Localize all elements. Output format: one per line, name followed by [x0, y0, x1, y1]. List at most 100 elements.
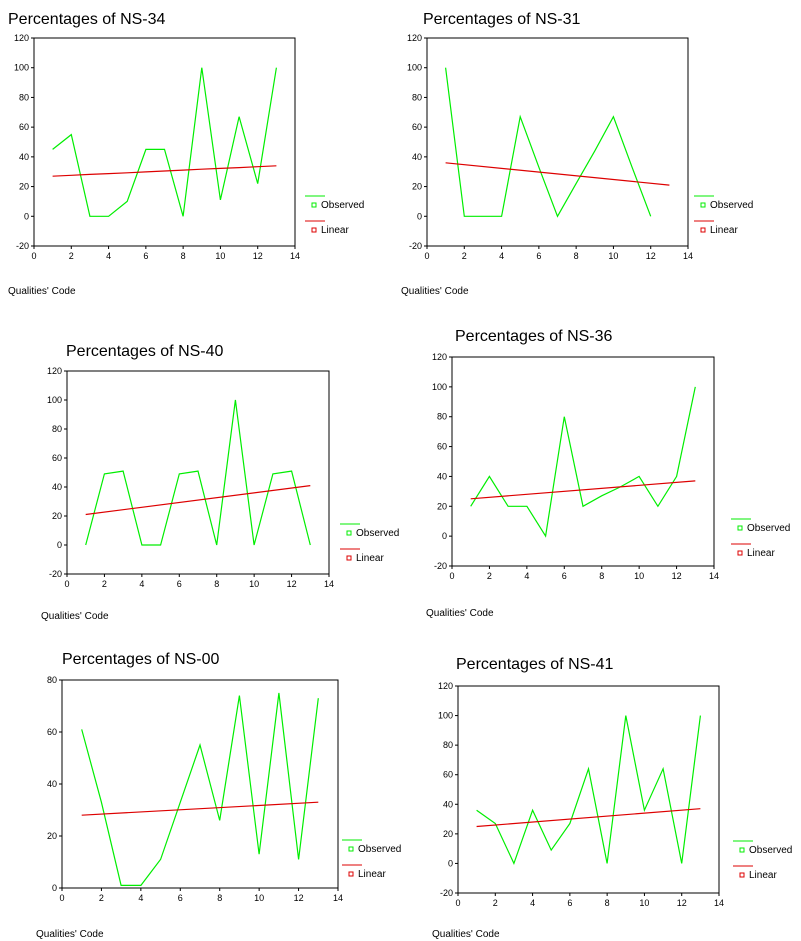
- chart-5: Percentages of NS-00 0 20 40 60 80 0 2 4 6 8 10 12 14…: [36, 651, 401, 940]
- y-tick-label: -20: [49, 569, 62, 579]
- legend-observed-label: Observed: [356, 528, 399, 539]
- y-tick-label: 80: [52, 424, 62, 434]
- y-tick-label: 40: [412, 152, 422, 162]
- x-tick-label: 0: [31, 251, 36, 261]
- observed-line: [476, 715, 701, 865]
- legend-linear-marker: [348, 871, 354, 877]
- x-tick-label: 0: [64, 579, 69, 589]
- legend: Observed Linear: [733, 840, 792, 881]
- legend-linear-label: Linear: [321, 225, 349, 236]
- legend: Observed Linear: [305, 195, 364, 236]
- x-tick-label: 4: [139, 579, 144, 589]
- x-tick-label: 6: [143, 251, 148, 261]
- plot-frame: [61, 679, 339, 889]
- y-tick-label: 100: [14, 63, 29, 73]
- x-tick-label: 12: [677, 898, 687, 908]
- y-tick-label: 100: [47, 395, 62, 405]
- legend-linear-marker: [739, 872, 745, 878]
- observed-line: [81, 692, 319, 887]
- legend: Observed Linear: [694, 195, 753, 236]
- legend-observed-marker: [737, 525, 743, 531]
- x-tick-label: 14: [324, 579, 334, 589]
- legend-observed-label: Observed: [358, 844, 401, 855]
- y-tick-label: 80: [19, 92, 29, 102]
- y-tick-label: 20: [47, 831, 57, 841]
- x-tick-label: 8: [599, 571, 604, 581]
- x-axis-label: Qualities' Code: [41, 611, 109, 622]
- y-tick-label: 20: [19, 182, 29, 192]
- x-tick-label: 6: [562, 571, 567, 581]
- y-tick-label: 40: [19, 152, 29, 162]
- chart-title: Percentages of NS-36: [455, 328, 613, 345]
- chart-title: Percentages of NS-41: [456, 656, 614, 673]
- y-tick-label: 120: [47, 366, 62, 376]
- legend-observed-label: Observed: [749, 845, 792, 856]
- y-tick-label: 120: [407, 33, 422, 43]
- y-tick-label: 60: [443, 770, 453, 780]
- y-tick-label: 100: [432, 382, 447, 392]
- plot-frame: [451, 356, 715, 567]
- legend-observed-marker: [700, 202, 706, 208]
- linear-line: [52, 165, 277, 177]
- observed-line: [445, 67, 652, 218]
- x-tick-label: 4: [499, 251, 504, 261]
- observed-line: [470, 386, 696, 538]
- x-tick-label: 10: [215, 251, 225, 261]
- x-tick-label: 14: [714, 898, 724, 908]
- x-tick-label: 12: [253, 251, 263, 261]
- chart-title: Percentages of NS-31: [423, 11, 581, 28]
- linear-line: [476, 808, 701, 828]
- x-tick-label: 10: [254, 893, 264, 903]
- x-tick-label: 8: [214, 579, 219, 589]
- x-tick-label: 2: [69, 251, 74, 261]
- legend-observed-marker: [311, 202, 317, 208]
- legend: Observed Linear: [731, 518, 790, 559]
- y-tick-label: 60: [47, 727, 57, 737]
- x-tick-label: 2: [487, 571, 492, 581]
- x-tick-label: 0: [424, 251, 429, 261]
- x-tick-label: 6: [567, 898, 572, 908]
- legend-linear-label: Linear: [358, 869, 386, 880]
- linear-line: [85, 485, 311, 516]
- legend-linear-label: Linear: [710, 225, 738, 236]
- plot-frame: [457, 685, 720, 894]
- x-tick-label: 6: [178, 893, 183, 903]
- linear-line: [470, 480, 696, 500]
- y-tick-label: 80: [412, 92, 422, 102]
- legend-observed-marker: [739, 847, 745, 853]
- y-tick-label: 0: [448, 858, 453, 868]
- x-tick-label: 12: [287, 579, 297, 589]
- legend-linear-label: Linear: [749, 870, 777, 881]
- y-tick-label: -20: [16, 241, 29, 251]
- y-tick-label: 0: [24, 211, 29, 221]
- x-tick-label: 2: [99, 893, 104, 903]
- x-tick-label: 12: [646, 251, 656, 261]
- x-tick-label: 2: [102, 579, 107, 589]
- y-tick-label: 40: [437, 471, 447, 481]
- y-tick-label: 20: [52, 511, 62, 521]
- y-tick-label: 20: [437, 501, 447, 511]
- y-tick-label: 40: [47, 779, 57, 789]
- x-tick-label: 8: [217, 893, 222, 903]
- legend-observed-label: Observed: [747, 523, 790, 534]
- x-tick-label: 4: [524, 571, 529, 581]
- observed-line: [52, 67, 277, 217]
- chart-title: Percentages of NS-00: [62, 651, 220, 668]
- y-tick-label: 0: [417, 211, 422, 221]
- linear-line: [445, 162, 670, 186]
- y-tick-label: 40: [443, 799, 453, 809]
- legend-linear-marker: [311, 227, 317, 233]
- y-tick-label: 80: [47, 675, 57, 685]
- x-tick-label: 12: [294, 893, 304, 903]
- y-tick-label: 20: [443, 829, 453, 839]
- y-tick-label: -20: [440, 888, 453, 898]
- y-tick-label: -20: [434, 561, 447, 571]
- legend: Observed Linear: [340, 523, 399, 564]
- y-tick-label: 0: [442, 531, 447, 541]
- x-tick-label: 14: [290, 251, 300, 261]
